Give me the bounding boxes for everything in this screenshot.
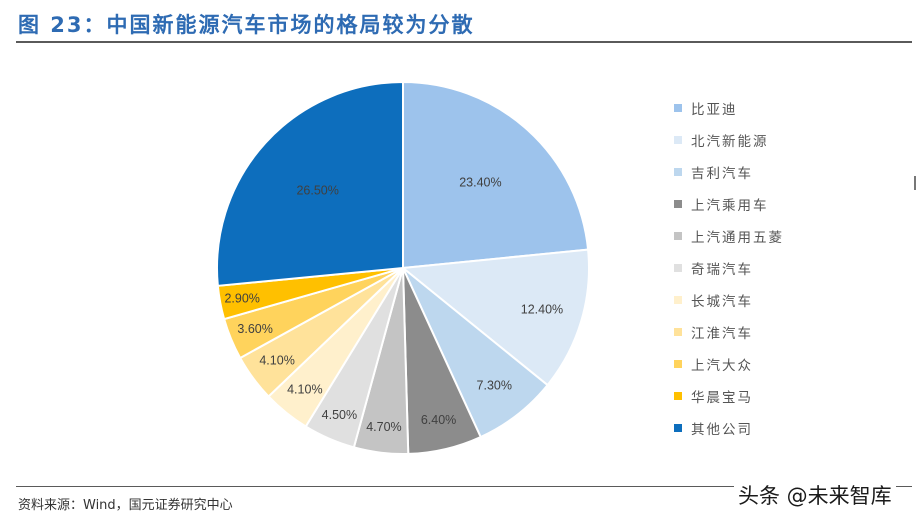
slice-data-label: 2.90% xyxy=(224,291,259,305)
legend-item-chery: 奇瑞汽车 xyxy=(674,252,784,284)
source-note: 资料来源：Wind，国元证券研究中心 xyxy=(18,498,233,513)
slice-data-label: 4.10% xyxy=(287,383,322,397)
legend-swatch xyxy=(674,104,682,112)
legend-label: 华晨宝马 xyxy=(691,390,753,406)
pie-slices xyxy=(216,80,590,455)
edge-mark xyxy=(914,176,916,190)
legend-item-bmw-brilliance: 华晨宝马 xyxy=(674,380,784,412)
legend-label: 上汽大众 xyxy=(691,358,753,374)
slice-data-label: 26.50% xyxy=(296,183,338,197)
legend-swatch xyxy=(674,296,682,304)
legend-item-byd: 比亚迪 xyxy=(674,92,784,124)
footer-divider xyxy=(16,486,912,487)
legend-label: 江淮汽车 xyxy=(691,326,753,342)
legend-label: 吉利汽车 xyxy=(691,166,753,182)
title-divider xyxy=(16,41,912,43)
legend-swatch xyxy=(674,232,682,240)
legend-item-others: 其他公司 xyxy=(674,412,784,444)
legend-swatch xyxy=(674,360,682,368)
pie-slice-0 xyxy=(402,80,590,270)
legend-label: 奇瑞汽车 xyxy=(691,262,753,278)
legend-swatch xyxy=(674,200,682,208)
slice-data-label: 4.10% xyxy=(259,354,294,368)
legend-swatch xyxy=(674,168,682,176)
legend-label: 其他公司 xyxy=(691,422,753,438)
legend-item-saic-vw: 上汽大众 xyxy=(674,348,784,380)
pie-slice-10 xyxy=(216,80,404,287)
legend-swatch xyxy=(674,328,682,336)
legend-item-geely: 吉利汽车 xyxy=(674,156,784,188)
slice-data-label: 23.40% xyxy=(459,176,501,190)
slice-data-label: 7.30% xyxy=(477,379,512,393)
slice-data-label: 4.70% xyxy=(366,420,401,434)
legend-swatch xyxy=(674,264,682,272)
watermark: 头条 @未来智库 xyxy=(734,480,896,510)
figure-title: 图 23：中国新能源汽车市场的格局较为分散 xyxy=(18,13,475,37)
legend-label: 上汽乘用车 xyxy=(691,198,769,214)
chart-legend: 比亚迪 北汽新能源 吉利汽车 上汽乘用车 上汽通用五菱 奇瑞汽车 长城汽车 江淮… xyxy=(674,92,784,444)
legend-item-baic: 北汽新能源 xyxy=(674,124,784,156)
legend-label: 北汽新能源 xyxy=(691,134,769,150)
legend-swatch xyxy=(674,392,682,400)
legend-item-saic-passenger: 上汽乘用车 xyxy=(674,188,784,220)
legend-label: 比亚迪 xyxy=(691,102,738,118)
legend-swatch xyxy=(674,424,682,432)
slice-data-label: 12.40% xyxy=(521,303,563,317)
legend-item-jac: 江淮汽车 xyxy=(674,316,784,348)
legend-item-great-wall: 长城汽车 xyxy=(674,284,784,316)
legend-item-sgmw: 上汽通用五菱 xyxy=(674,220,784,252)
legend-label: 长城汽车 xyxy=(691,294,753,310)
slice-data-label: 4.50% xyxy=(322,408,357,422)
slice-data-label: 6.40% xyxy=(421,413,456,427)
legend-swatch xyxy=(674,136,682,144)
legend-label: 上汽通用五菱 xyxy=(691,230,784,246)
pie-slice-1 xyxy=(400,248,590,387)
slice-data-label: 3.60% xyxy=(237,322,272,336)
pie-data-labels: 23.40%12.40%7.30%6.40%4.70%4.50%4.10%4.1… xyxy=(224,176,563,434)
